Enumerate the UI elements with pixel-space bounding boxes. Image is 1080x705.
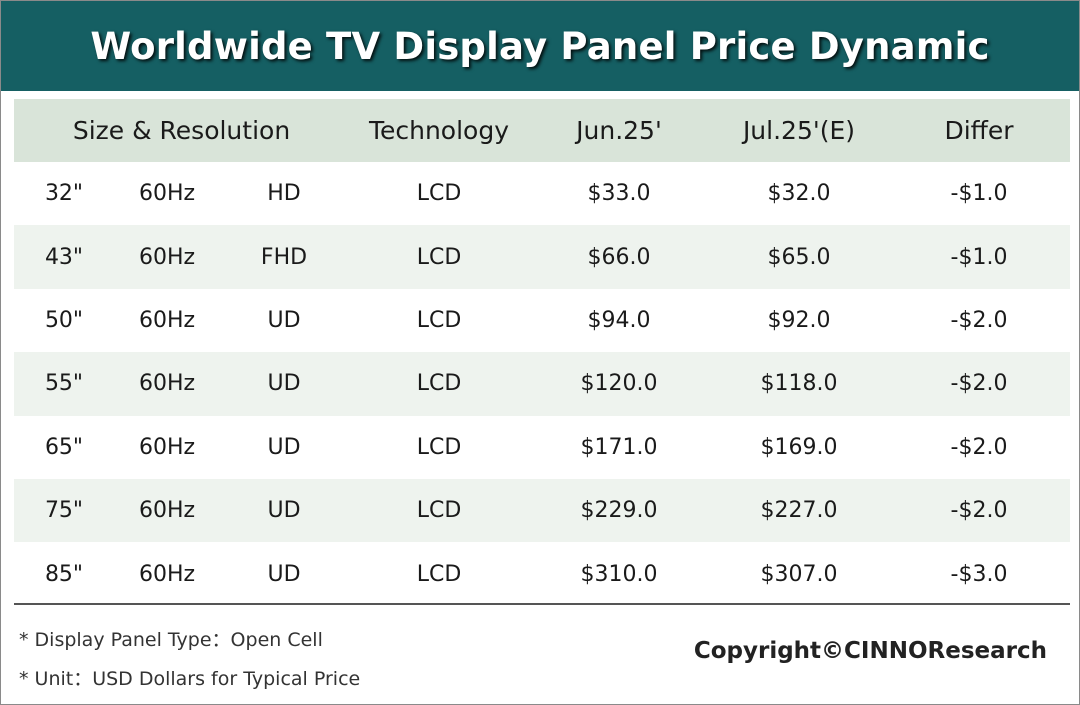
size-cell: 75" [44,498,84,524]
jul-price-cell: $118.0 [760,371,838,397]
jun-price-cell: $310.0 [580,561,658,587]
refresh-rate-cell: 60Hz [138,371,196,397]
size-cell: 32" [44,181,84,207]
jul-price-cell: $307.0 [760,561,838,587]
column-header-jun: Jun.25' [576,116,662,145]
column-header-technology: Technology [368,116,510,145]
resolution-cell: UD [267,371,301,397]
jun-price-cell: $171.0 [580,434,658,460]
size-cell: 43" [44,244,84,270]
footnote-panel-type: * Display Panel Type：Open Cell [19,629,323,651]
table-row: 32" 60Hz HD LCD $33.0 $32.0 -$1.0 [14,162,1070,225]
technology-cell: LCD [416,244,462,270]
resolution-cell: UD [267,307,301,333]
table-header-row: Size & Resolution Technology Jun.25' Jul… [14,99,1070,162]
table-bottom-rule [14,603,1070,605]
refresh-rate-cell: 60Hz [138,561,196,587]
differ-cell: -$2.0 [950,371,1008,397]
price-table: Size & Resolution Technology Jun.25' Jul… [14,99,1070,606]
title-banner: Worldwide TV Display Panel Price Dynamic [1,1,1079,91]
differ-cell: -$1.0 [950,181,1008,207]
column-header-differ: Differ [944,116,1014,145]
technology-cell: LCD [416,371,462,397]
table-row: 43" 60Hz FHD LCD $66.0 $65.0 -$1.0 [14,225,1070,289]
table-row: 85" 60Hz UD LCD $310.0 $307.0 -$3.0 [14,542,1070,605]
refresh-rate-cell: 60Hz [138,244,196,270]
jun-price-cell: $120.0 [580,371,658,397]
footnote-unit: * Unit：USD Dollars for Typical Price [19,668,361,690]
differ-cell: -$2.0 [950,307,1008,333]
technology-cell: LCD [416,561,462,587]
copyright-label: Copyright©CINNOResearch [693,638,1047,664]
jul-price-cell: $227.0 [760,498,838,524]
resolution-cell: FHD [260,244,308,270]
table-row: 50" 60Hz UD LCD $94.0 $92.0 -$2.0 [14,289,1070,352]
differ-cell: -$2.0 [950,498,1008,524]
size-cell: 85" [44,561,84,587]
size-cell: 55" [44,371,84,397]
refresh-rate-cell: 60Hz [138,181,196,207]
table-row: 75" 60Hz UD LCD $229.0 $227.0 -$2.0 [14,478,1070,543]
size-cell: 65" [44,434,84,460]
jun-price-cell: $229.0 [580,498,658,524]
technology-cell: LCD [416,307,462,333]
column-header-jul: Jul.25'(E) [742,116,856,145]
table-row: 55" 60Hz UD LCD $120.0 $118.0 -$2.0 [14,352,1070,416]
technology-cell: LCD [416,498,462,524]
size-cell: 50" [44,307,84,333]
differ-cell: -$2.0 [950,434,1008,460]
resolution-cell: UD [267,434,301,460]
technology-cell: LCD [416,434,462,460]
refresh-rate-cell: 60Hz [138,498,196,524]
table-row: 65" 60Hz UD LCD $171.0 $169.0 -$2.0 [14,416,1070,479]
jul-price-cell: $32.0 [767,181,831,207]
resolution-cell: UD [267,561,301,587]
differ-cell: -$1.0 [950,244,1008,270]
column-header-size-resolution: Size & Resolution [72,116,291,145]
jun-price-cell: $33.0 [587,181,651,207]
differ-cell: -$3.0 [950,561,1008,587]
jun-price-cell: $94.0 [587,307,651,333]
jul-price-cell: $92.0 [767,307,831,333]
technology-cell: LCD [416,181,462,207]
resolution-cell: HD [267,181,301,207]
resolution-cell: UD [267,498,301,524]
jun-price-cell: $66.0 [587,244,651,270]
refresh-rate-cell: 60Hz [138,307,196,333]
refresh-rate-cell: 60Hz [138,434,196,460]
page-title: Worldwide TV Display Panel Price Dynamic [90,24,990,68]
jul-price-cell: $169.0 [760,434,838,460]
jul-price-cell: $65.0 [767,244,831,270]
